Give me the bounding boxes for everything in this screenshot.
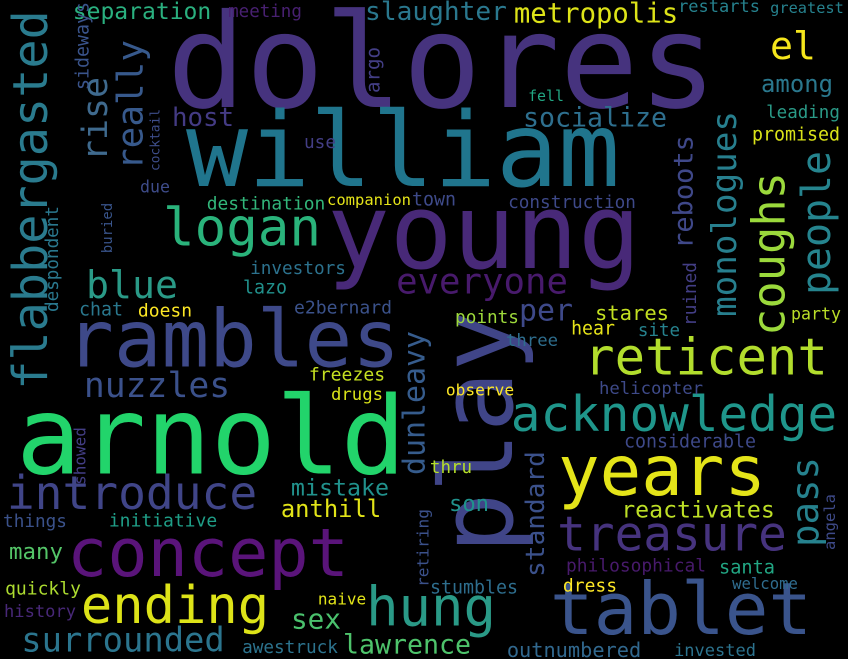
word-lazo: lazo [243,278,287,299]
word-investors: investors [250,259,346,279]
word-initiative: initiative [109,511,217,532]
word-surrounded: surrounded [21,621,224,659]
word-el: el [770,25,816,69]
word-hung: hung [366,576,496,639]
word-logan: logan [163,198,321,259]
word-hear: hear [571,319,615,340]
word-monologues: monologues [705,111,745,317]
word-slaughter: slaughter [365,0,507,27]
word-flabbergasted: flabbergasted [3,10,59,390]
word-doesn: doesn [138,301,192,322]
word-site: site [638,321,680,341]
word-restarts: restarts [678,0,760,17]
word-introduce: introduce [7,466,257,520]
word-due: due [140,178,170,197]
word-standard: standard [521,451,551,577]
word-invested: invested [674,641,756,659]
word-people: people [794,151,840,295]
word-three: three [506,331,558,351]
word-arnold: arnold [16,375,406,500]
word-socialize: socialize [523,103,667,134]
word-promised: promised [752,125,840,146]
word-ruined: ruined [681,262,701,326]
word-chat: chat [79,300,123,321]
word-rambles: rambles [66,293,400,386]
word-considerable: considerable [624,432,756,453]
word-drugs: drugs [331,385,383,405]
word-coughs: coughs [743,172,796,336]
word-party: party [791,305,841,324]
word-observe: observe [446,381,514,400]
word-reactivates: reactivates [621,497,775,524]
word-stares: stares [595,301,669,325]
word-use: use [304,133,336,153]
word-many: many [9,539,63,565]
word-rise: rise [76,77,116,161]
word-anthill: anthill [281,495,381,523]
word-meeting: meeting [228,2,302,22]
word-separation: separation [73,0,211,25]
word-stumbles: stumbles [430,578,518,599]
word-blue: blue [86,264,178,308]
word-mistake: mistake [291,475,389,502]
word-outnumbered: outnumbered [507,638,641,659]
word-things: things [3,512,67,532]
word-fell: fell [528,87,564,105]
word-reboots: reboots [669,135,700,249]
word-play: play [418,311,536,554]
word-dolores: dolores [167,0,717,138]
word-dress: dress [563,576,617,597]
word-among: among [761,70,833,98]
word-philosophical: philosophical [566,556,706,577]
word-santa: santa [719,558,775,579]
word-leading: leading [766,103,840,123]
word-buried: buried [100,203,116,253]
word-quickly: quickly [5,579,81,600]
word-cocktail: cocktail [149,109,164,171]
word-sideways: sideways [73,2,94,90]
word-awestruck: awestruck [242,638,338,658]
word-acknowledge: acknowledge [511,385,837,443]
word-points: points [455,308,519,328]
word-william: william [186,91,620,211]
word-greatest: greatest [770,0,844,17]
word-construction: construction [508,193,636,213]
word-thru: thru [430,458,472,478]
word-companion: companion [327,191,411,209]
word-reticent: reticent [584,328,828,387]
word-everyone: everyone [396,262,568,303]
word-sex: sex [291,603,341,636]
word-young: young [327,171,641,293]
word-years: years [558,432,766,512]
word-history: history [4,602,76,622]
word-angela: angela [821,494,839,550]
word-naive: naive [318,590,366,609]
word-argo: argo [362,47,385,93]
word-per: per [519,294,573,329]
word-metropolis: metropolis [514,0,678,30]
word-e2bernard: e2bernard [294,298,392,319]
word-freezes: freezes [309,365,385,386]
word-despondent: despondent [43,206,63,312]
word-showed: showed [71,427,90,485]
word-welcome: welcome [732,575,798,593]
word-pass: pass [783,457,827,547]
word-town: town [412,190,456,211]
word-dunleavy: dunleavy [398,331,433,475]
word-tablet: tablet [550,568,812,652]
word-retiring: retiring [414,509,433,587]
word-helicopter: helicopter [599,379,703,399]
word-son: son [449,491,489,517]
word-nuzzles: nuzzles [84,366,230,406]
word-concept: concept [67,514,349,592]
word-lawrence: lawrence [343,630,471,659]
word-really: really [111,40,152,170]
word-destination: destination [207,194,325,215]
word-ending: ending [81,576,269,636]
word-host: host [172,103,234,133]
word-treasure: treasure [557,508,787,563]
